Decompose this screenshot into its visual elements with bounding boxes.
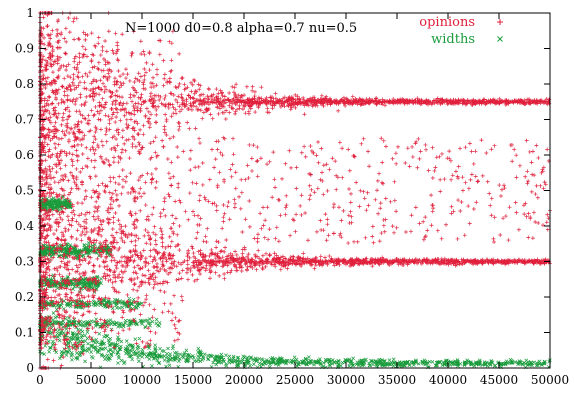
legend-label-widths: widths: [431, 32, 475, 47]
y-tick-label: 0.8: [15, 77, 34, 91]
y-tick-label: 0.1: [15, 326, 34, 340]
y-tick-label: 0.2: [15, 290, 34, 304]
y-tick-label: 0: [26, 361, 34, 375]
legend: opinions widths: [419, 15, 503, 47]
x-tick-label: 30000: [327, 373, 365, 387]
x-tick-label: 40000: [429, 373, 467, 387]
y-tick-label: 0.6: [15, 148, 34, 162]
y-tick-label: 0.9: [15, 42, 34, 56]
y-tick-label: 0.3: [15, 255, 34, 269]
y-tick-label: 0.7: [15, 113, 34, 127]
x-tick-label: 10000: [123, 373, 161, 387]
axis-ticks: 0 5000 10000 15000 20000 25000 30000 35000 40000…: [15, 6, 569, 387]
legend-marker-cross: [497, 36, 503, 42]
legend-marker-plus: [497, 19, 503, 25]
x-tick-label: 0: [36, 373, 44, 387]
y-tick-label: 1: [26, 6, 34, 20]
x-tick-label: 20000: [225, 373, 263, 387]
x-tick-label: 35000: [378, 373, 416, 387]
x-tick-label: 50000: [531, 373, 569, 387]
x-tick-label: 15000: [174, 373, 212, 387]
y-tick-label: 0.5: [15, 184, 34, 198]
parameter-annotation: N=1000 d0=0.8 alpha=0.7 nu=0.5: [125, 21, 357, 36]
y-tick-label: 0.4: [15, 219, 34, 233]
series-opinions-points: [38, 11, 552, 370]
legend-marker-widths: [497, 36, 503, 42]
x-tick-label: 25000: [276, 373, 314, 387]
legend-label-opinions: opinions: [419, 15, 475, 30]
data-points-layer: [38, 11, 552, 370]
x-tick-label: 45000: [480, 373, 518, 387]
x-tick-label: 5000: [76, 373, 107, 387]
legend-marker-opinions: [497, 19, 503, 25]
